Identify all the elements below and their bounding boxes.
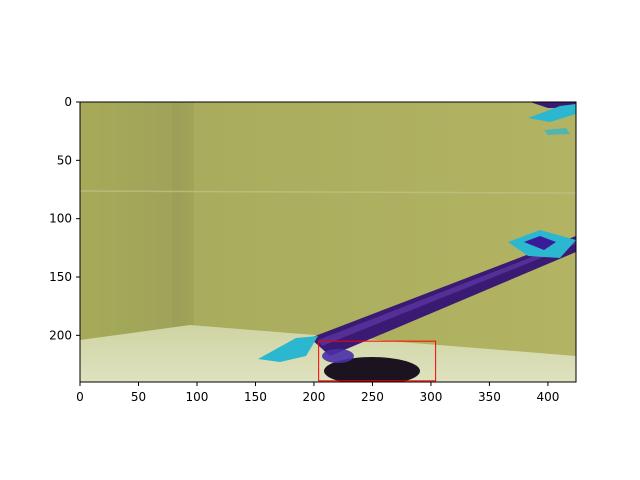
y-tick-label: 200 xyxy=(49,328,72,342)
x-tick-label: 400 xyxy=(536,390,559,404)
wall-seam xyxy=(80,190,576,194)
x-tick-label: 350 xyxy=(478,390,501,404)
y-axis-ticks: 0 50 100 150 200 xyxy=(49,95,80,342)
scene-image xyxy=(80,102,576,382)
y-tick-label: 0 xyxy=(64,95,72,109)
bounding-box xyxy=(318,340,437,382)
x-tick-label: 150 xyxy=(244,390,267,404)
y-tick-label: 150 xyxy=(49,270,72,284)
x-tick-label: 300 xyxy=(419,390,442,404)
robot-arm-highlight xyxy=(318,240,576,346)
marker-left xyxy=(258,336,318,362)
marker-right-inner xyxy=(524,236,556,250)
marker-top xyxy=(528,104,576,122)
y-tick-label: 100 xyxy=(49,212,72,226)
x-tick-label: 250 xyxy=(361,390,384,404)
axes-frame xyxy=(79,101,577,383)
x-axis-ticks: 0 50 100 150 200 250 300 350 400 xyxy=(76,382,559,404)
y-tick-label: 50 xyxy=(57,153,72,167)
x-tick-label: 200 xyxy=(303,390,326,404)
marker-top-small xyxy=(544,128,570,135)
x-tick-label: 100 xyxy=(186,390,209,404)
x-tick-label: 0 xyxy=(76,390,84,404)
dark-object xyxy=(324,357,420,382)
x-tick-label: 50 xyxy=(131,390,146,404)
wall-shadow xyxy=(172,102,194,332)
gripper-tip xyxy=(322,349,354,363)
